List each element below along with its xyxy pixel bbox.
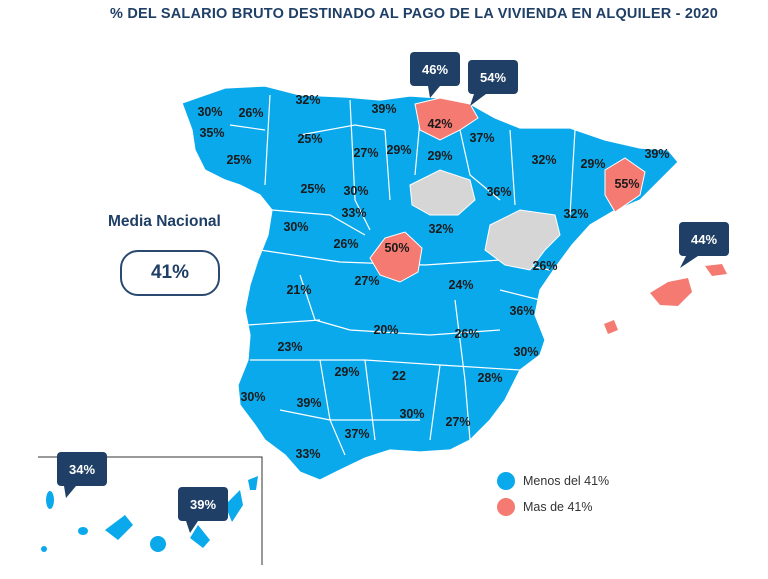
callout-value-label: 44% — [691, 232, 717, 247]
province-value-label: 42% — [427, 117, 452, 131]
province-value-label: 50% — [384, 241, 409, 255]
no-data-region-north — [409, 169, 476, 216]
province-value-label: 26% — [454, 327, 479, 341]
province-value-label: 22 — [392, 369, 406, 383]
province-value-label: 30% — [399, 407, 424, 421]
province-value-label: 25% — [297, 132, 322, 146]
province-value-label: 24% — [448, 278, 473, 292]
province-value-label: 39% — [296, 396, 321, 410]
value-callout: 46% — [410, 52, 460, 98]
value-callout: 34% — [57, 452, 107, 498]
value-callout: 39% — [178, 487, 228, 533]
province-value-label: 30% — [197, 105, 222, 119]
legend-above: Mas de 41% — [497, 498, 592, 516]
value-callout: 54% — [468, 60, 518, 106]
province-value-label: 30% — [343, 184, 368, 198]
legend-dot-above — [497, 498, 515, 516]
province-value-label: 55% — [614, 177, 639, 191]
province-value-label: 27% — [354, 274, 379, 288]
callout-value-label: 34% — [69, 462, 95, 477]
map-title: % DEL SALARIO BRUTO DESTINADO AL PAGO DE… — [110, 6, 718, 22]
province-value-label: 25% — [226, 153, 251, 167]
callout-value-label: 46% — [422, 62, 448, 77]
province-value-label: 32% — [295, 93, 320, 107]
callout-value-label: 54% — [480, 70, 506, 85]
province-value-label: 29% — [427, 149, 452, 163]
province-value-label: 27% — [353, 146, 378, 160]
barcelona-region — [604, 157, 646, 213]
basque-region — [414, 97, 479, 141]
province-value-label: 29% — [334, 365, 359, 379]
canary-islands — [41, 476, 258, 552]
province-value-label: 37% — [469, 131, 494, 145]
legend-below: Menos del 41% — [497, 472, 609, 490]
province-value-label: 33% — [341, 206, 366, 220]
province-value-label: 26% — [532, 259, 557, 273]
province-value-label: 30% — [240, 390, 265, 404]
province-value-label: 29% — [386, 143, 411, 157]
canary-inset-frame — [38, 456, 263, 565]
province-value-label: 36% — [509, 304, 534, 318]
province-value-label: 26% — [238, 106, 263, 120]
province-value-label: 29% — [580, 157, 605, 171]
madrid-region — [369, 231, 423, 283]
callout-value-label: 39% — [190, 497, 216, 512]
province-value-label: 26% — [333, 237, 358, 251]
province-value-label: 32% — [428, 222, 453, 236]
national-average-value: 41% — [120, 250, 220, 296]
legend-below-label: Menos del 41% — [523, 474, 610, 488]
province-value-label: 32% — [563, 207, 588, 221]
value-callout: 44% — [679, 222, 729, 268]
province-value-label: 20% — [373, 323, 398, 337]
province-value-label: 35% — [199, 126, 224, 140]
province-value-label: 33% — [295, 447, 320, 461]
no-data-region-east — [484, 209, 561, 271]
national-average-label: Media Nacional — [108, 213, 221, 230]
province-value-label: 30% — [513, 345, 538, 359]
province-value-label: 21% — [286, 283, 311, 297]
legend-above-label: Mas de 41% — [523, 500, 593, 514]
province-value-label: 39% — [644, 147, 669, 161]
province-value-label: 23% — [277, 340, 302, 354]
balearic-islands — [604, 264, 727, 334]
province-value-label: 25% — [300, 182, 325, 196]
province-value-label: 27% — [445, 415, 470, 429]
province-value-label: 37% — [344, 427, 369, 441]
province-value-label: 30% — [283, 220, 308, 234]
legend-dot-below — [497, 472, 515, 490]
province-value-label: 36% — [486, 185, 511, 199]
province-value-label: 39% — [371, 102, 396, 116]
peninsula-shape — [181, 85, 679, 481]
province-value-label: 32% — [531, 153, 556, 167]
province-value-label: 28% — [477, 371, 502, 385]
